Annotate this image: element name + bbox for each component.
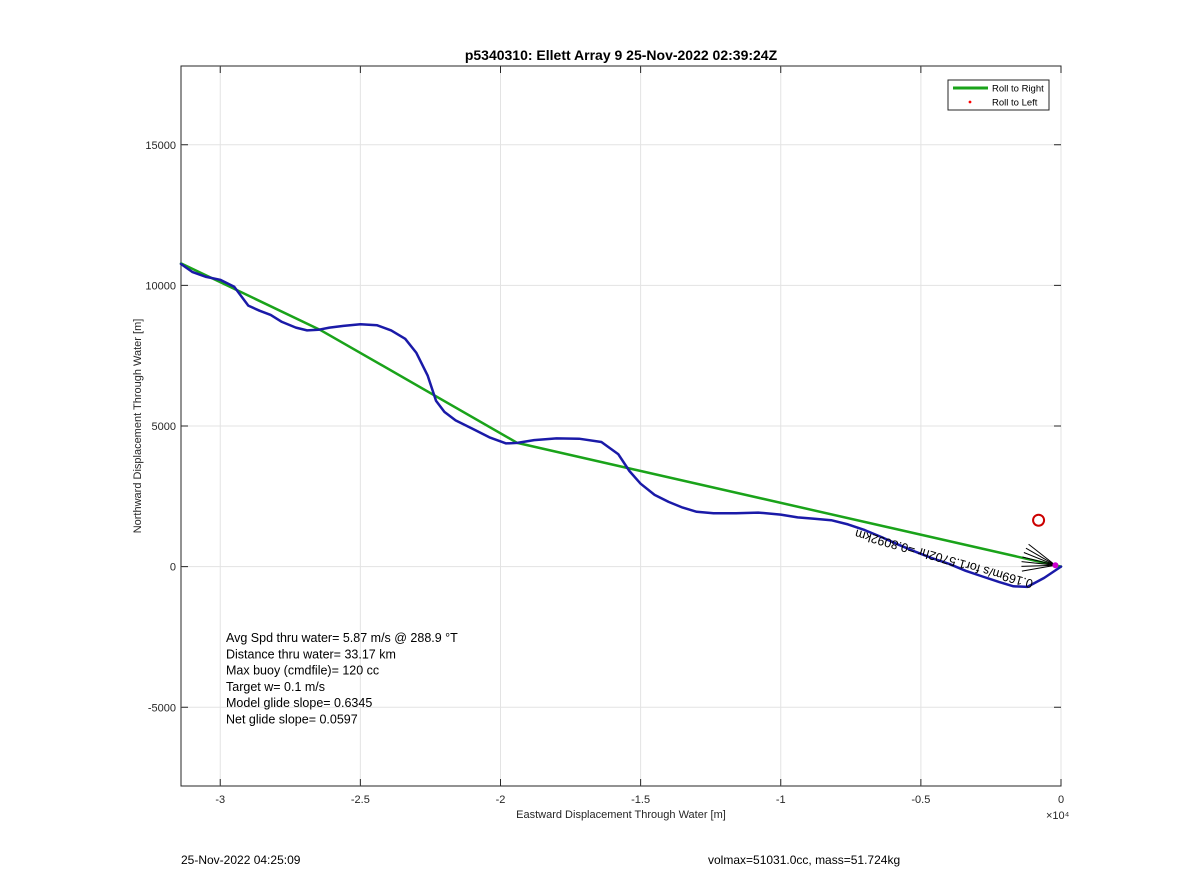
x-tick-label: -3 bbox=[215, 794, 225, 806]
current-vector-arrow bbox=[1021, 564, 1056, 572]
y-tick-label: 15000 bbox=[145, 140, 176, 152]
series-line-track bbox=[179, 262, 1063, 589]
target-position-circle bbox=[1032, 513, 1046, 527]
y-tick-label: -5000 bbox=[148, 702, 176, 714]
axis-ticks: -3 -2.5 -2 -1.5 -1 -0.5 0 -5000 0 5000 10000 15000 bbox=[145, 66, 1064, 806]
current-vector-arrow bbox=[1021, 561, 1056, 566]
legend-label: Roll to Left bbox=[992, 98, 1038, 109]
stats-line: Model glide slope= 0.6345 bbox=[226, 696, 372, 710]
chart-title: p5340310: Ellett Array 9 25-Nov-2022 02:… bbox=[465, 47, 778, 63]
stats-line: Max buoy (cmdfile)= 120 cc bbox=[226, 664, 379, 678]
current-vector-arrow bbox=[1028, 543, 1056, 566]
footer-vehicle-info: volmax=51031.0cc, mass=51.724kg bbox=[708, 853, 901, 867]
end-position-marker bbox=[1052, 562, 1059, 569]
legend-box bbox=[947, 79, 1050, 111]
series-line-roll-right bbox=[179, 262, 1063, 568]
x-tick-label: -0.5 bbox=[911, 794, 930, 806]
x-tick-label: -1 bbox=[776, 794, 786, 806]
stats-line: Target w= 0.1 m/s bbox=[226, 680, 325, 694]
current-vector-arrow bbox=[1023, 552, 1056, 566]
x-tick-label: -1.5 bbox=[631, 794, 650, 806]
grid bbox=[181, 66, 1062, 786]
footer-timestamp: 25-Nov-2022 04:25:09 bbox=[181, 853, 301, 867]
y-tick-label: 10000 bbox=[145, 280, 176, 292]
x-tick-label: -2 bbox=[496, 794, 506, 806]
x-axis-label: Eastward Displacement Through Water [m] bbox=[516, 809, 726, 821]
markers bbox=[1021, 513, 1059, 572]
stats-line: Net glide slope= 0.0597 bbox=[226, 713, 358, 727]
y-tick-label: 5000 bbox=[152, 421, 176, 433]
stats-line: Distance thru water= 33.17 km bbox=[226, 647, 396, 661]
x-tick-label: -2.5 bbox=[351, 794, 370, 806]
current-vector-arrow bbox=[1025, 547, 1056, 566]
legend: Roll to Right Roll to Left bbox=[947, 79, 1050, 111]
current-vector-arrow bbox=[1021, 564, 1056, 567]
legend-swatch-dot bbox=[968, 100, 972, 104]
y-tick-label: 0 bbox=[170, 562, 176, 574]
current-vector-arrow bbox=[1022, 556, 1056, 566]
x-axis-exponent: ×10⁴ bbox=[1046, 810, 1070, 822]
legend-label: Roll to Right bbox=[992, 84, 1044, 95]
x-tick-label: 0 bbox=[1058, 794, 1064, 806]
series-layer bbox=[179, 262, 1063, 589]
stats-annotations: Avg Spd thru water= 5.87 m/s @ 288.9 °T D… bbox=[226, 631, 458, 727]
y-axis-label: Northward Displacement Through Water [m] bbox=[132, 319, 144, 534]
stats-line: Avg Spd thru water= 5.87 m/s @ 288.9 °T bbox=[226, 631, 458, 645]
